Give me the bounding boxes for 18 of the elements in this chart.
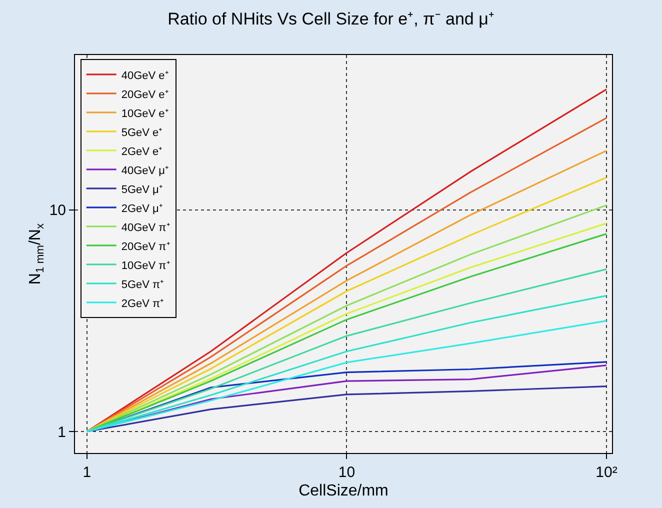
x-tick-label: 1 bbox=[82, 464, 92, 481]
chart-title: Ratio of NHits Vs Cell Size for e⁺, π⁻ and μ⁺ bbox=[168, 10, 494, 29]
legend-label: 2GeV e⁺ bbox=[121, 146, 163, 158]
legend-label: 40GeV π⁺ bbox=[121, 222, 170, 234]
legend-label: 10GeV e⁺ bbox=[121, 108, 169, 120]
legend-label: 40GeV μ⁺ bbox=[121, 164, 170, 177]
legend-label: 5GeV e⁺ bbox=[121, 126, 163, 139]
legend-label: 20GeV e⁺ bbox=[121, 88, 169, 101]
legend-label: 20GeV π⁺ bbox=[121, 240, 170, 253]
legend-label: 40GeV e⁺ bbox=[121, 70, 169, 82]
x-tick-label: 10² bbox=[596, 464, 618, 481]
x-tick-label: 10 bbox=[338, 464, 356, 481]
legend-label: 2GeV μ⁺ bbox=[121, 202, 163, 215]
legend-label: 2GeV π⁺ bbox=[121, 298, 164, 310]
legend-label: 5GeV μ⁺ bbox=[121, 184, 163, 196]
legend-label: 10GeV π⁺ bbox=[121, 260, 170, 272]
legend-label: 5GeV π⁺ bbox=[121, 278, 164, 291]
x-axis-title: CellSize/mm bbox=[298, 482, 388, 500]
